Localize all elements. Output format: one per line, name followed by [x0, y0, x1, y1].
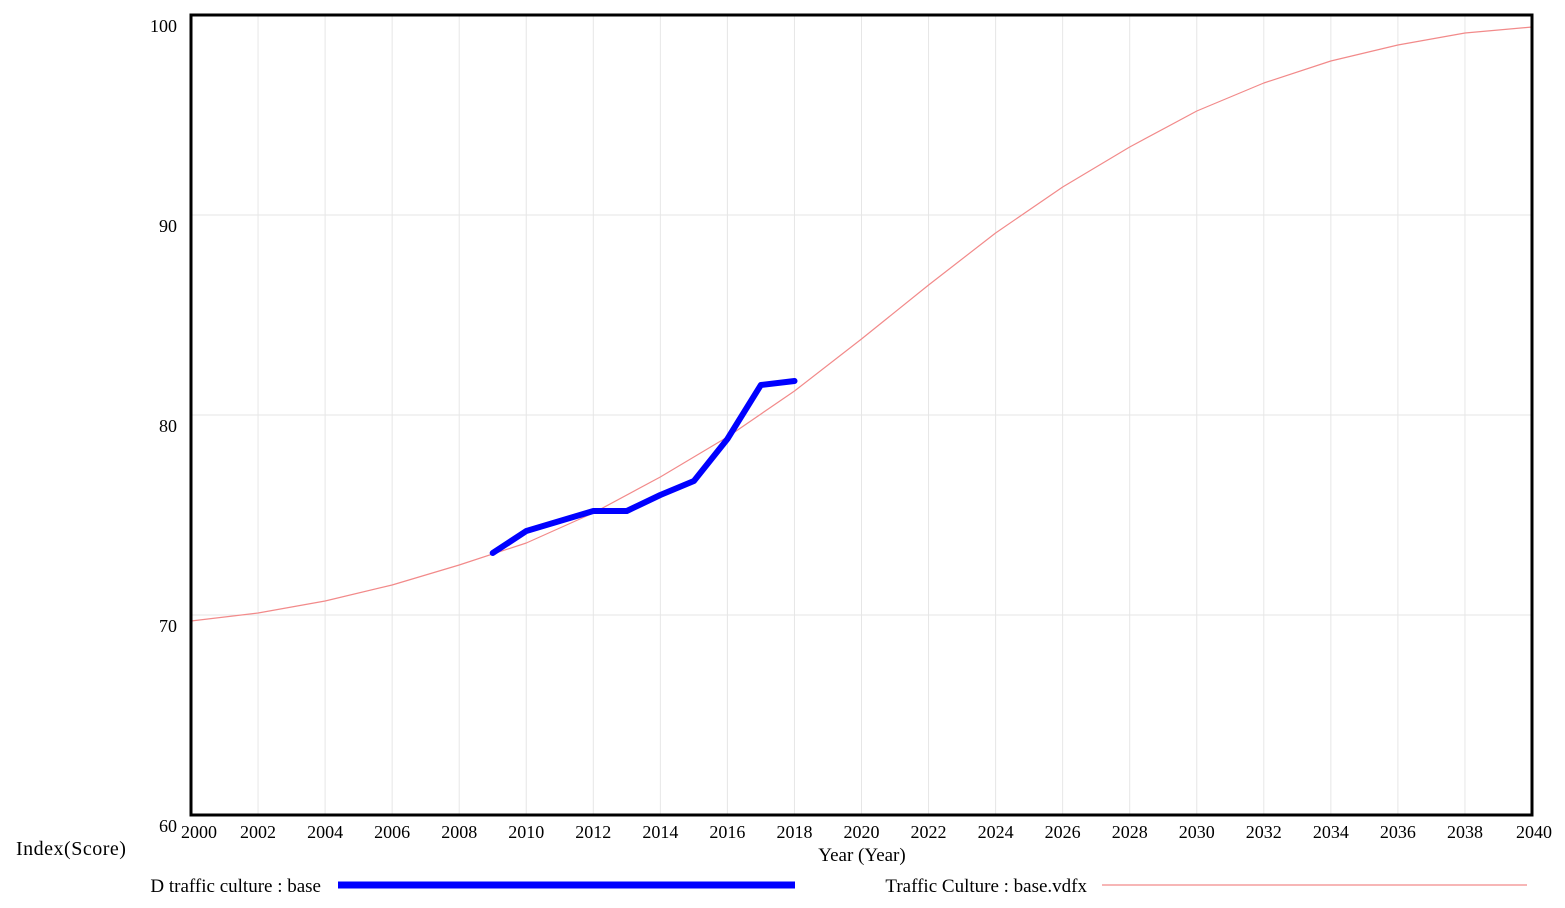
- legend-label-series-2: Traffic Culture : base.vdfx: [885, 876, 1087, 897]
- legend: D traffic culture : base Traffic Culture…: [150, 876, 1527, 897]
- x-tick-label-8: 2016: [709, 822, 745, 842]
- y-axis-ticks: 60 70 80 90 100: [150, 16, 177, 836]
- x-tick-label-12: 2024: [978, 822, 1014, 842]
- x-tick-label-11: 2022: [911, 822, 947, 842]
- x-tick-label-15: 2030: [1179, 822, 1215, 842]
- gridlines: [190, 14, 1533, 816]
- x-tick-label-6: 2012: [575, 822, 611, 842]
- y-tick-label-2: 80: [159, 416, 177, 436]
- x-tick-label-2: 2004: [307, 822, 343, 842]
- series-line-2: [190, 26, 1533, 622]
- x-tick-label-10: 2020: [844, 822, 880, 842]
- x-tick-label-18: 2036: [1380, 822, 1416, 842]
- x-tick-label-0: 2000: [181, 822, 217, 842]
- x-tick-label-14: 2028: [1112, 822, 1148, 842]
- x-tick-label-17: 2034: [1313, 822, 1349, 842]
- y-tick-label-0: 60: [159, 816, 177, 836]
- x-tick-label-4: 2008: [441, 822, 477, 842]
- x-tick-label-13: 2026: [1045, 822, 1081, 842]
- x-tick-label-3: 2006: [374, 822, 410, 842]
- plot-area-frame: [189, 13, 1534, 817]
- legend-label-series-1: D traffic culture : base: [150, 876, 321, 897]
- series-line-1: [489, 378, 798, 556]
- x-axis-label: Year (Year): [818, 845, 905, 866]
- x-axis-ticks: 2000 2002 2004 2006 2008 2010 2012 2014 2016 2018…: [181, 822, 1552, 842]
- x-tick-label-9: 2018: [776, 822, 812, 842]
- x-tick-label-20: 2040: [1516, 822, 1552, 842]
- y-tick-label-3: 90: [159, 216, 177, 236]
- y-tick-label-4: 100: [150, 16, 177, 36]
- x-tick-label-5: 2010: [508, 822, 544, 842]
- x-tick-label-7: 2014: [642, 822, 678, 842]
- x-tick-label-16: 2032: [1246, 822, 1282, 842]
- y-axis-label: Index(Score): [16, 838, 126, 860]
- x-tick-label-19: 2038: [1447, 822, 1483, 842]
- y-tick-label-1: 70: [159, 616, 177, 636]
- series-layer: [190, 26, 1533, 622]
- x-tick-label-1: 2002: [240, 822, 276, 842]
